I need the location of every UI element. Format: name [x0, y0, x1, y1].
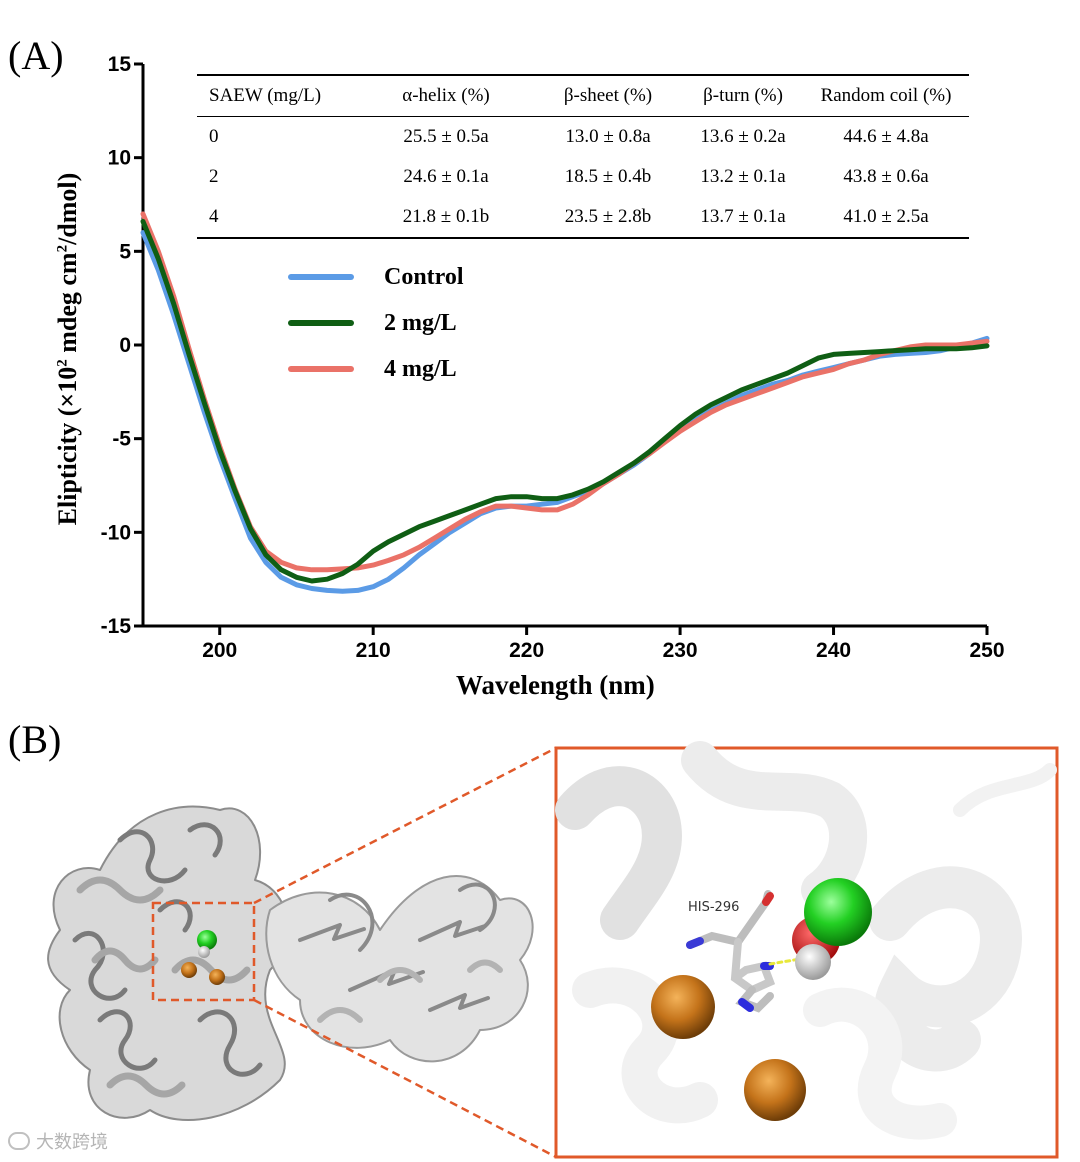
table-cell: 43.8 ± 0.6a [843, 166, 929, 187]
table-header-cell: β-sheet (%) [563, 85, 653, 106]
y-axis-title: Elipticity (×102 mdeg cm2/dmol) [53, 172, 82, 526]
legend-swatch [288, 366, 354, 372]
y-tick-label: 5 [119, 240, 131, 263]
secondary-structure-table: SAEW (mg/L) α-helix (%) β-sheet (%) β-tu… [197, 74, 969, 239]
y-tick-label: 10 [108, 147, 131, 170]
table-cell: 23.5 ± 2.8b [564, 206, 652, 227]
x-tick-label: 220 [509, 639, 544, 662]
legend-swatch [288, 320, 354, 326]
table-cell: 0 [209, 126, 219, 147]
table-row: 0 25.5 ± 0.5a 13.0 ± 0.8a 13.6 ± 0.2a 44… [197, 117, 969, 158]
table-cell: 4 [209, 206, 219, 227]
table-header-cell: β-turn (%) [703, 85, 783, 106]
table-cell: 13.7 ± 0.1a [700, 206, 786, 227]
y-tick-label: -10 [101, 521, 131, 544]
table-cell: 13.0 ± 0.8a [565, 126, 651, 147]
copper-atom [744, 1059, 806, 1121]
table-header-row: SAEW (mg/L) α-helix (%) β-sheet (%) β-tu… [197, 75, 969, 117]
series-line-2-mg-l [140, 218, 990, 584]
watermark-text: 大数跨境 [36, 1132, 108, 1153]
series-lines [140, 211, 990, 594]
legend-item-control: Control [288, 254, 464, 300]
panel-b-label: (B) [8, 717, 62, 762]
x-ticks: 200 210 220 230 240 250 [202, 626, 1005, 662]
y-tick-label: -5 [112, 428, 131, 451]
legend-swatch [288, 274, 354, 280]
copper-atom-small [209, 969, 225, 985]
series-line-control [140, 230, 990, 594]
table-header-cell: SAEW (mg/L) [209, 85, 322, 106]
table-header-cell: Random coil (%) [820, 85, 952, 106]
zoom-inset: HIS-296 [554, 741, 1059, 1159]
chart-legend: Control 2 mg/L 4 mg/L [288, 254, 464, 392]
histidine-296-sticks [686, 890, 808, 1013]
table-row: 4 21.8 ± 0.1b 23.5 ± 2.8b 13.7 ± 0.1a 41… [197, 197, 969, 238]
y-tick-label: -15 [101, 615, 132, 638]
table-cell: 2 [209, 166, 219, 187]
copper-atom-small [181, 962, 197, 978]
x-tick-label: 230 [663, 639, 698, 662]
protein-ribbon-overview [47, 805, 534, 1121]
hydrogen-atom [795, 944, 831, 980]
table-row: 2 24.6 ± 0.1a 18.5 ± 0.4b 13.2 ± 0.1a 43… [197, 157, 969, 197]
y-tick-label: 0 [119, 334, 131, 357]
table-header-cell: α-helix (%) [402, 85, 490, 106]
x-tick-label: 210 [356, 639, 391, 662]
legend-item-2mg: 2 mg/L [288, 300, 464, 346]
y-tick-label: 15 [108, 53, 132, 76]
table-cell: 18.5 ± 0.4b [564, 166, 652, 187]
table-cell: 41.0 ± 2.5a [843, 206, 929, 227]
copper-atom [651, 975, 715, 1039]
table-cell: 25.5 ± 0.5a [403, 126, 489, 147]
table-cell: 44.6 ± 4.8a [843, 126, 929, 147]
table-cell: 24.6 ± 0.1a [403, 166, 489, 187]
series-line-4-mg-l [140, 211, 990, 573]
panel-a-label: (A) [8, 33, 64, 78]
protein-structure-figure: HIS-296 [47, 741, 1059, 1159]
y-ticks: 15 10 5 0 -5 -10 -15 [101, 53, 143, 638]
chloride-atom-small [197, 930, 217, 950]
watermark: 大数跨境 [8, 1128, 108, 1154]
legend-item-4mg: 4 mg/L [288, 346, 464, 392]
legend-label: Control [384, 263, 464, 290]
table-cell: 13.2 ± 0.1a [700, 166, 786, 187]
x-tick-label: 240 [816, 639, 851, 662]
water-atom-small [198, 946, 210, 958]
zoom-connector-bottom [253, 998, 557, 1159]
x-tick-label: 250 [969, 639, 1004, 662]
table-cell: 13.6 ± 0.2a [700, 126, 786, 147]
x-tick-label: 200 [202, 639, 237, 662]
legend-label: 4 mg/L [384, 355, 457, 382]
residue-label: HIS-296 [688, 900, 739, 915]
zoom-connector-top [253, 746, 557, 905]
chloride-atom [804, 878, 872, 946]
watermark-logo-icon [8, 1132, 30, 1150]
table-cell: 21.8 ± 0.1b [402, 206, 490, 227]
zoom-region-box [151, 901, 256, 1002]
legend-label: 2 mg/L [384, 309, 457, 336]
x-axis-title: Wavelength (nm) [456, 670, 655, 700]
